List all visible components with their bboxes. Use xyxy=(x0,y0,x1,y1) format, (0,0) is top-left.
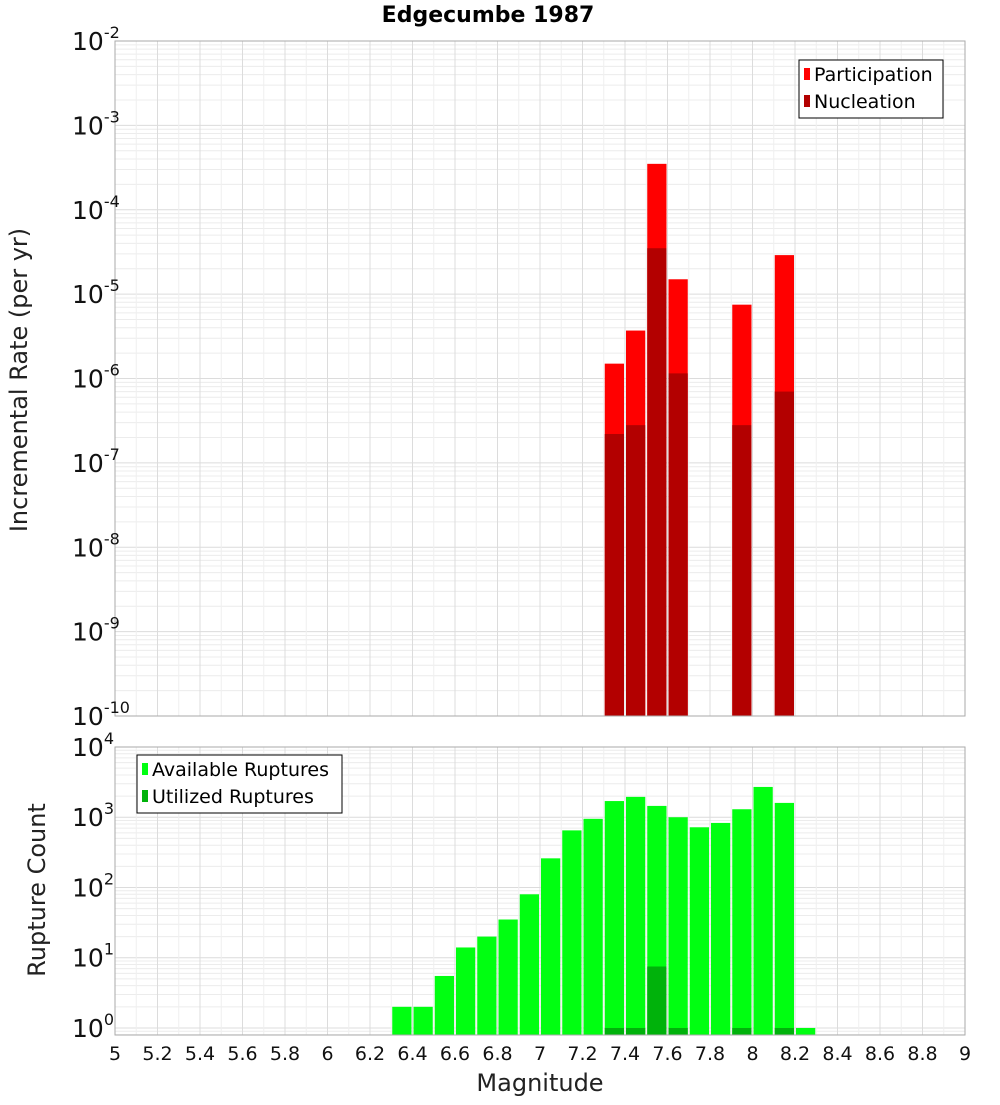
top-bar-nucleation xyxy=(626,425,646,716)
top-y-tick-label: 10-5 xyxy=(72,276,120,309)
bottom-plot-frame xyxy=(114,746,966,1036)
bottom-bar-utilized-ruptures xyxy=(647,966,667,1035)
x-tick-label: 7.6 xyxy=(652,1043,682,1065)
top-legend-label: Nucleation xyxy=(814,91,916,113)
bottom-bar-available-ruptures xyxy=(753,786,773,1035)
top-y-tick-label: 10-6 xyxy=(72,361,120,394)
top-plot-area: 10-10 10-9 10-8 10-7 10-6 10-5 10-4 10-3 10-2 Par… xyxy=(72,23,966,731)
x-tick-label: 6.8 xyxy=(482,1043,512,1065)
bottom-bar-utilized-ruptures xyxy=(626,1027,646,1035)
bottom-bar-available-ruptures xyxy=(583,818,603,1035)
bottom-bar-utilized-ruptures xyxy=(774,1027,794,1035)
bottom-bar-available-ruptures xyxy=(668,817,688,1035)
bottom-bar-available-ruptures xyxy=(774,802,794,1035)
bottom-legend-box xyxy=(136,754,343,814)
top-bar-nucleation xyxy=(604,433,624,716)
x-tick-label: 5.2 xyxy=(142,1043,172,1065)
bottom-bar-utilized-ruptures xyxy=(668,1027,688,1035)
x-tick-label: 5.8 xyxy=(270,1043,300,1065)
bottom-y-tick-label: 102 xyxy=(72,869,114,902)
bottom-bar-utilized-ruptures xyxy=(732,1027,752,1035)
x-axis-ticks: 5 5.2 5.4 5.6 5.8 6 6.2 6.4 6.6 6.8 7 7.2 7.4 7.6 7.8 8… xyxy=(109,1043,971,1065)
top-legend-label: Participation xyxy=(814,64,933,86)
top-legend-swatch xyxy=(804,95,810,107)
top-legend-box xyxy=(798,59,944,119)
x-tick-label: 8.4 xyxy=(822,1043,852,1065)
top-y-tick-label: 10-7 xyxy=(72,445,120,478)
bottom-bar-available-ruptures xyxy=(413,1006,433,1035)
bottom-bar-available-ruptures xyxy=(477,936,497,1035)
bottom-bar-available-ruptures xyxy=(562,830,582,1035)
x-tick-label: 5.6 xyxy=(227,1043,257,1065)
top-y-tick-label: 10-9 xyxy=(72,614,120,647)
x-tick-label: 8 xyxy=(746,1043,758,1065)
chart-title: Edgecumbe 1987 xyxy=(382,3,595,28)
top-bar-nucleation xyxy=(647,248,667,717)
top-legend-swatch xyxy=(804,68,810,80)
x-tick-label: 6.6 xyxy=(440,1043,470,1065)
x-tick-label: 8.6 xyxy=(865,1043,895,1065)
x-tick-label: 8.2 xyxy=(780,1043,810,1065)
bottom-bar-available-ruptures xyxy=(626,796,646,1035)
x-tick-label: 5.4 xyxy=(185,1043,215,1065)
x-tick-label: 5 xyxy=(109,1043,121,1065)
bottom-bar-available-ruptures xyxy=(732,809,752,1035)
bottom-bar-available-ruptures xyxy=(519,894,539,1035)
x-tick-label: 8.8 xyxy=(907,1043,937,1065)
x-tick-label: 6 xyxy=(321,1043,333,1065)
bottom-y-tick-label: 100 xyxy=(72,1010,114,1043)
top-y-tick-label: 10-3 xyxy=(72,107,120,140)
x-tick-label: 7.4 xyxy=(610,1043,640,1065)
bottom-y-tick-label: 104 xyxy=(72,729,114,762)
x-tick-label: 7.2 xyxy=(567,1043,597,1065)
bottom-bar-available-ruptures xyxy=(711,822,731,1035)
bottom-y-axis-title: Rupture Count xyxy=(23,803,51,977)
top-y-tick-label: 10-2 xyxy=(72,23,120,56)
bottom-bar-available-ruptures xyxy=(796,1027,816,1035)
bottom-y-tick-label: 101 xyxy=(72,940,114,973)
top-bar-nucleation xyxy=(732,425,752,716)
bottom-legend-swatch xyxy=(142,790,148,802)
bottom-y-tick-label: 103 xyxy=(72,799,114,832)
top-plot-frame xyxy=(114,40,966,717)
top-bar-nucleation xyxy=(668,373,688,716)
bottom-plot-area: 100 101 102 103 104 Available Ruptures Utilize… xyxy=(72,729,966,1043)
bottom-bar-available-ruptures xyxy=(392,1006,412,1035)
x-tick-label: 9 xyxy=(959,1043,971,1065)
bottom-legend-label: Utilized Ruptures xyxy=(152,786,314,808)
top-bar-nucleation xyxy=(774,391,794,716)
top-y-tick-label: 10-4 xyxy=(72,192,120,225)
x-tick-label: 7 xyxy=(534,1043,546,1065)
x-tick-label: 7.8 xyxy=(695,1043,725,1065)
top-y-axis-title: Incremental Rate (per yr) xyxy=(5,228,33,532)
bottom-bar-utilized-ruptures xyxy=(604,1027,624,1035)
bottom-bar-available-ruptures xyxy=(541,858,561,1035)
bottom-legend-swatch xyxy=(142,763,148,775)
bottom-bar-available-ruptures xyxy=(604,801,624,1035)
bottom-bar-available-ruptures xyxy=(456,947,476,1035)
bottom-bar-available-ruptures xyxy=(498,919,518,1035)
x-axis-title: Magnitude xyxy=(476,1069,603,1097)
bottom-bar-available-ruptures xyxy=(689,827,709,1035)
top-y-tick-label: 10-8 xyxy=(72,529,120,562)
bottom-legend-label: Available Ruptures xyxy=(152,759,329,781)
x-tick-label: 6.2 xyxy=(355,1043,385,1065)
x-tick-label: 6.4 xyxy=(397,1043,427,1065)
top-y-tick-label: 10-10 xyxy=(72,698,130,731)
bottom-bar-available-ruptures xyxy=(434,975,454,1035)
